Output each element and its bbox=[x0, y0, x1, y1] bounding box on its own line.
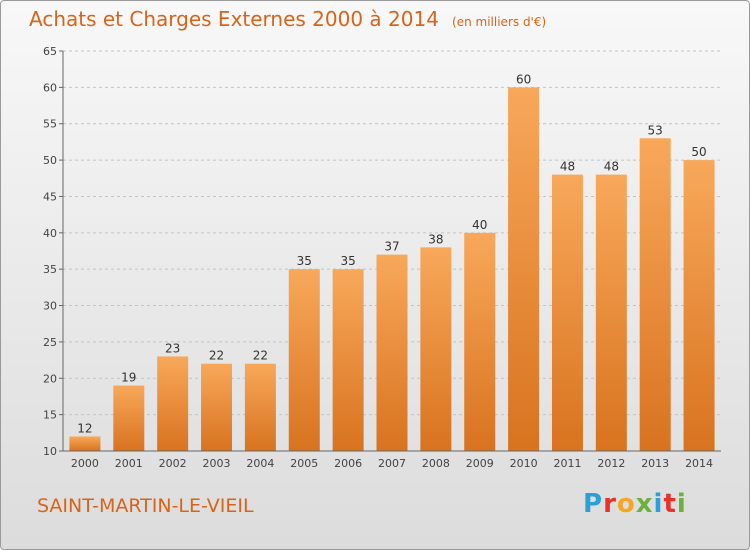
y-tick-label: 40 bbox=[43, 227, 57, 240]
bar-value-label: 23 bbox=[165, 341, 180, 355]
y-tick-label: 60 bbox=[43, 81, 57, 94]
bar bbox=[376, 254, 408, 451]
bar-value-label: 22 bbox=[209, 349, 224, 363]
bar bbox=[201, 363, 233, 451]
commune-name: SAINT-MARTIN-LE-VIEIL bbox=[37, 495, 254, 517]
bar-value-label: 48 bbox=[560, 160, 575, 174]
x-tick-label: 2012 bbox=[597, 457, 625, 470]
bar-value-label: 12 bbox=[77, 421, 92, 435]
bar-value-label: 35 bbox=[297, 254, 312, 268]
y-tick-label: 35 bbox=[43, 263, 57, 276]
bar bbox=[508, 87, 540, 451]
x-tick-label: 2014 bbox=[685, 457, 713, 470]
brand-letter: i bbox=[676, 489, 687, 519]
chart-title: Achats et Charges Externes 2000 à 2014 bbox=[29, 7, 439, 31]
x-tick-label: 2011 bbox=[553, 457, 581, 470]
bar bbox=[288, 269, 320, 451]
x-tick-label: 2010 bbox=[510, 457, 538, 470]
bar bbox=[332, 269, 364, 451]
chart-unit-note: (en milliers d'€) bbox=[452, 15, 547, 29]
x-tick-label: 2003 bbox=[203, 457, 231, 470]
x-tick-label: 2006 bbox=[334, 457, 362, 470]
bar bbox=[113, 385, 145, 451]
y-tick-label: 45 bbox=[43, 190, 57, 203]
bar-value-label: 50 bbox=[691, 145, 706, 159]
bar bbox=[639, 138, 671, 452]
y-tick-label: 50 bbox=[43, 154, 57, 167]
bar-value-label: 35 bbox=[340, 254, 355, 268]
proxiti-logo: Proxiti bbox=[583, 489, 687, 519]
x-axis: 2000 2001 2002 2003 2004 2005 2006 2007 2008 2009… bbox=[63, 450, 721, 470]
x-tick-label: 2013 bbox=[641, 457, 669, 470]
bar bbox=[420, 247, 452, 451]
bar bbox=[683, 160, 715, 451]
brand-letter: P bbox=[583, 489, 604, 519]
y-axis: 10 15 20 25 30 35 40 45 50 55 60 65 bbox=[43, 45, 64, 458]
y-tick-label: 65 bbox=[43, 45, 57, 58]
bar-value-label: 22 bbox=[253, 349, 268, 363]
x-tick-label: 2008 bbox=[422, 457, 450, 470]
chart-header: Achats et Charges Externes 2000 à 2014 (… bbox=[29, 7, 546, 31]
bar bbox=[157, 356, 189, 451]
brand-letter: r bbox=[603, 489, 617, 519]
bar-value-label: 53 bbox=[648, 123, 663, 137]
bar-value-label: 37 bbox=[384, 240, 399, 254]
bar bbox=[551, 174, 583, 452]
y-tick-label: 55 bbox=[43, 118, 57, 131]
brand-letter: t bbox=[663, 489, 677, 519]
x-tick-label: 2007 bbox=[378, 457, 406, 470]
bar bbox=[244, 363, 276, 451]
bar-value-label: 48 bbox=[604, 160, 619, 174]
x-tick-label: 2005 bbox=[290, 457, 318, 470]
y-tick-label: 30 bbox=[43, 300, 57, 313]
bar bbox=[595, 174, 627, 452]
y-tick-label: 10 bbox=[43, 445, 57, 458]
x-tick-label: 2001 bbox=[115, 457, 143, 470]
x-tick-label: 2004 bbox=[246, 457, 274, 470]
bar-value-label: 38 bbox=[428, 232, 443, 246]
y-tick-label: 25 bbox=[43, 336, 57, 349]
bar-value-label: 19 bbox=[121, 371, 136, 385]
x-tick-label: 2000 bbox=[71, 457, 99, 470]
y-tick-label: 15 bbox=[43, 409, 57, 422]
brand-letter: x bbox=[635, 489, 654, 519]
bar-value-label: 40 bbox=[472, 218, 487, 232]
bar bbox=[69, 436, 101, 451]
x-tick-label: 2002 bbox=[159, 457, 187, 470]
x-tick-label: 2009 bbox=[466, 457, 494, 470]
bars: 12 19 23 22 22 35 35 37 38 40 60 48 48 53 50 bbox=[69, 72, 715, 452]
y-tick-label: 20 bbox=[43, 372, 57, 385]
brand-letter: i bbox=[653, 489, 664, 519]
bar-value-label: 60 bbox=[516, 72, 531, 86]
brand-letter: o bbox=[616, 489, 636, 519]
bar bbox=[464, 232, 496, 451]
